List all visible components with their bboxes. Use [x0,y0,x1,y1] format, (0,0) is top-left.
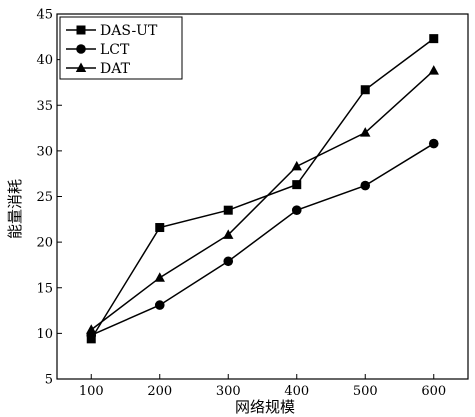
data-point-das-ut [360,85,370,95]
data-point-dat [360,127,371,137]
y-axis-label: 能量消耗 [6,179,24,239]
legend-marker [76,44,86,54]
axes: 100 200 300 400 500 600 5 10 15 20 25 30 35 40 45 [36,8,469,399]
y-tick-label: 45 [36,8,53,23]
legend: DAS-UT LCT DAT [59,16,183,80]
series-line-das-ut [90,38,435,340]
data-point-dat [86,324,97,334]
series-group [86,34,439,344]
x-tick-label: 300 [216,384,241,399]
data-point-das-ut [429,34,439,44]
data-point-lct [291,205,302,215]
y-tick-label: 10 [36,327,53,342]
data-point-dat [223,229,234,239]
legend-item-dat: DAT [66,61,131,77]
data-point-das-ut [292,180,302,190]
x-tick-label: 600 [421,384,446,399]
data-point-lct [223,256,234,267]
data-point-das-ut [155,223,165,233]
series-dat [86,65,439,334]
series-line-lct [90,142,435,336]
legend-label: DAT [100,61,131,77]
data-point-lct [154,300,165,310]
y-tick-label: 5 [45,373,53,388]
data-point-lct [360,180,371,191]
legend-marker [76,25,86,35]
y-tick-label: 20 [36,236,53,251]
series-lct [86,138,439,341]
legend-item-das-ut: DAS-UT [66,23,158,39]
y-tick-label: 15 [36,281,53,296]
y-tick-label: 40 [36,53,53,68]
x-tick-label: 200 [147,384,172,399]
y-tick-label: 25 [36,190,53,205]
data-point-lct [428,138,439,149]
x-tick-label: 400 [284,384,309,399]
legend-item-lct: LCT [66,42,130,58]
x-tick-label: 500 [353,384,378,399]
legend-label: LCT [100,42,130,58]
y-tick-label: 35 [36,99,53,114]
data-point-dat [428,65,439,75]
legend-label: DAS-UT [100,23,158,39]
data-point-dat [291,160,302,171]
series-line-dat [90,70,435,331]
data-point-dat [154,272,165,282]
x-axis-label: 网络规模 [235,398,295,416]
data-point-das-ut [223,205,233,215]
y-tick-label: 30 [36,144,53,159]
series-das-ut [86,34,439,344]
legend-marker [75,62,87,72]
x-tick-label: 100 [79,384,104,399]
